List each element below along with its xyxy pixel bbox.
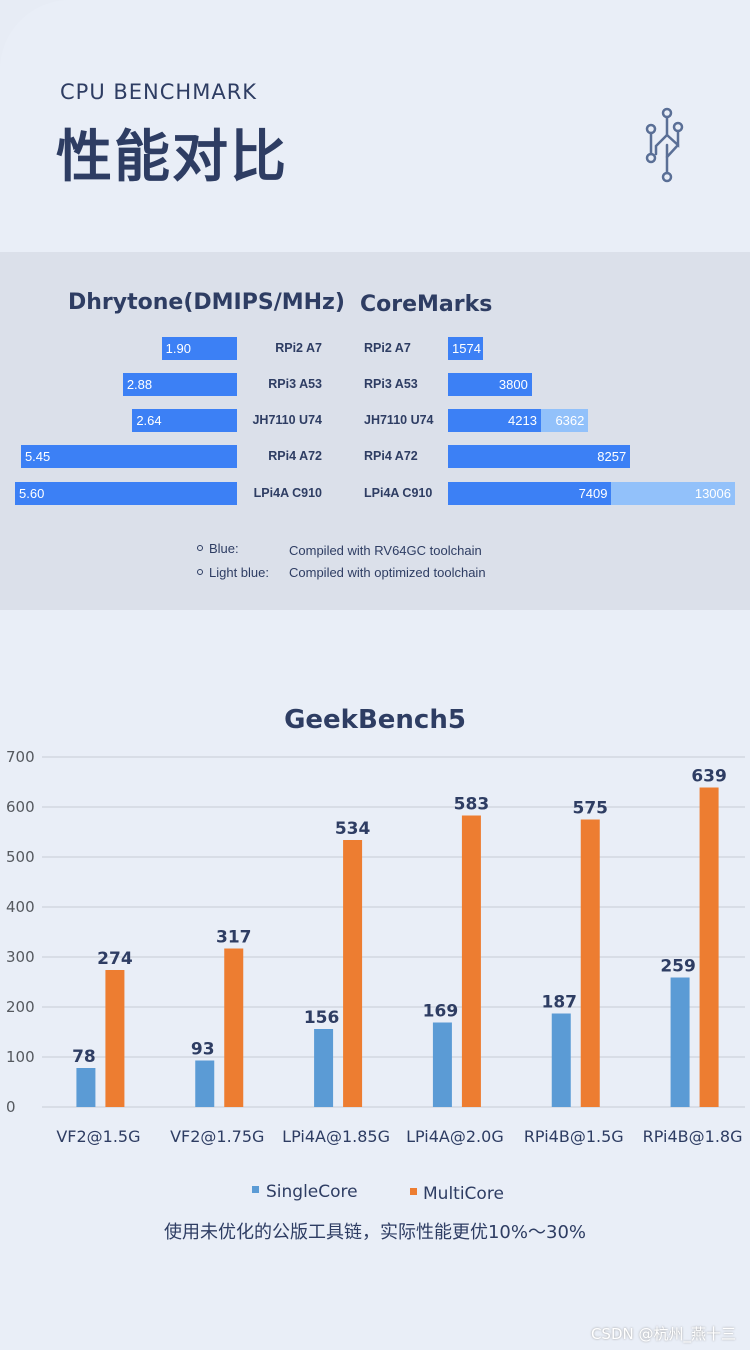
y-tick-label: 600 — [6, 798, 35, 816]
x-tick-label: LPi4A@2.0G — [406, 1127, 504, 1146]
coremarks-bar: 4213 — [448, 409, 541, 432]
legend-multicore-swatch — [410, 1188, 417, 1195]
legend-singlecore-label: SingleCore — [266, 1182, 358, 1202]
legend-light-desc: Compiled with optimized toolchain — [289, 565, 486, 580]
dhrystone-value: 5.60 — [19, 486, 45, 501]
coremarks-label: RPi3 A53 — [364, 377, 418, 391]
legend-bullet — [197, 569, 203, 575]
singlecore-value: 78 — [72, 1047, 96, 1067]
dhrystone-label: LPi4A C910 — [253, 486, 322, 500]
y-tick-label: 400 — [6, 898, 35, 916]
dhrystone-bar: 5.45 — [20, 445, 237, 468]
y-tick-label: 500 — [6, 848, 35, 866]
page-subtitle: CPU BENCHMARK — [60, 80, 258, 104]
dhrystone-value: 5.45 — [24, 449, 51, 464]
singlecore-bar — [76, 1068, 96, 1107]
coremarks-value: 3800 — [498, 377, 528, 392]
dhrystone-bar: 5.60 — [15, 482, 237, 505]
dhrystone-bar: 1.90 — [161, 337, 237, 360]
multicore-value: 575 — [573, 799, 609, 819]
singlecore-bar — [314, 1029, 334, 1107]
geekbench-title: GeekBench5 — [284, 705, 466, 735]
coremarks-bar: 3800 — [448, 373, 532, 396]
watermark: CSDN @杭州_燕十三 — [590, 1325, 736, 1343]
dhrystone-bar: 2.64 — [132, 409, 237, 432]
dhrystone-bar: 2.88 — [122, 373, 237, 396]
y-tick-label: 200 — [6, 998, 35, 1016]
circuit-icon — [645, 107, 684, 183]
x-tick-label: VF2@1.75G — [170, 1127, 264, 1146]
geekbench-chart: GeekBench5 0 100 200 300 400 500 600 700 78 274 VF2… — [6, 705, 745, 1204]
singlecore-value: 156 — [304, 1008, 340, 1028]
coremarks-bar: 8257 — [448, 445, 631, 468]
multicore-bar — [224, 948, 244, 1107]
coremarks-bar: 1574 — [448, 337, 483, 360]
dhrystone-title: Dhrytone(DMIPS/MHz) — [68, 290, 345, 315]
geekbench-section: CSDN @杭州_燕十三 — [0, 610, 750, 1350]
coremarks-value: 7409 — [578, 486, 608, 501]
footnote: 使用未优化的公版工具链，实际性能更优10%～30% — [163, 1222, 586, 1243]
legend-blue-key: Blue: — [209, 541, 239, 556]
dhrystone-label: JH7110 U74 — [252, 413, 322, 427]
singlecore-value: 169 — [423, 1002, 459, 1022]
benchmark-section: Dhrytone(DMIPS/MHz) CoreMarks 1.90 RPi2 A… — [0, 252, 750, 610]
legend-singlecore-swatch — [252, 1186, 259, 1193]
coremarks-optimized-value: 13006 — [694, 486, 731, 501]
y-tick-label: 100 — [6, 1048, 35, 1066]
legend-multicore-label: MultiCore — [423, 1184, 504, 1204]
multicore-bar — [699, 787, 719, 1107]
singlecore-value: 93 — [191, 1040, 215, 1060]
multicore-bar — [580, 819, 600, 1107]
legend-light-key: Light blue: — [209, 565, 269, 580]
y-tick-label: 0 — [6, 1098, 16, 1116]
singlecore-value: 187 — [542, 993, 578, 1013]
x-tick-label: RPi4B@1.5G — [524, 1127, 624, 1146]
dhrystone-label: RPi2 A7 — [275, 341, 322, 355]
dhrystone-value: 2.64 — [136, 413, 162, 428]
coremarks-value: 8257 — [597, 449, 627, 464]
singlecore-bar — [551, 1013, 571, 1107]
y-tick-label: 700 — [6, 748, 35, 766]
coremarks-bar: 7409 — [448, 482, 612, 505]
header: CPU BENCHMARK 性能对比 — [0, 0, 750, 252]
coremarks-value: 4213 — [508, 413, 537, 428]
coremarks-label: JH7110 U74 — [364, 413, 434, 427]
singlecore-value: 259 — [660, 957, 696, 977]
multicore-bar — [343, 840, 363, 1107]
legend-blue-desc: Compiled with RV64GC toolchain — [289, 543, 482, 558]
multicore-bar — [105, 970, 125, 1107]
x-tick-label: RPi4B@1.8G — [643, 1127, 743, 1146]
coremarks-title: CoreMarks — [360, 292, 493, 317]
coremarks-label: LPi4A C910 — [364, 486, 433, 500]
dhrystone-label: RPi4 A72 — [268, 449, 322, 463]
coremarks-value: 1574 — [452, 341, 481, 356]
x-tick-label: LPi4A@1.85G — [282, 1127, 390, 1146]
dhrystone-value: 2.88 — [126, 377, 153, 392]
singlecore-bar — [432, 1022, 452, 1107]
coremarks-label: RPi4 A72 — [364, 449, 418, 463]
multicore-value: 317 — [216, 928, 252, 948]
singlecore-bar — [195, 1060, 215, 1107]
multicore-bar — [461, 815, 481, 1107]
multicore-value: 274 — [97, 949, 133, 969]
legend-bullet — [197, 545, 203, 551]
multicore-value: 534 — [335, 819, 371, 839]
coremarks-optimized-value: 6362 — [555, 413, 585, 428]
dhrystone-label: RPi3 A53 — [268, 377, 322, 391]
page-title: 性能对比 — [56, 125, 288, 190]
coremarks-label: RPi2 A7 — [364, 341, 411, 355]
y-tick-label: 300 — [6, 948, 35, 966]
multicore-value: 639 — [691, 767, 727, 787]
multicore-value: 583 — [454, 795, 490, 815]
dhrystone-value: 1.90 — [165, 341, 191, 356]
x-tick-label: VF2@1.5G — [56, 1127, 140, 1146]
singlecore-bar — [670, 977, 690, 1107]
